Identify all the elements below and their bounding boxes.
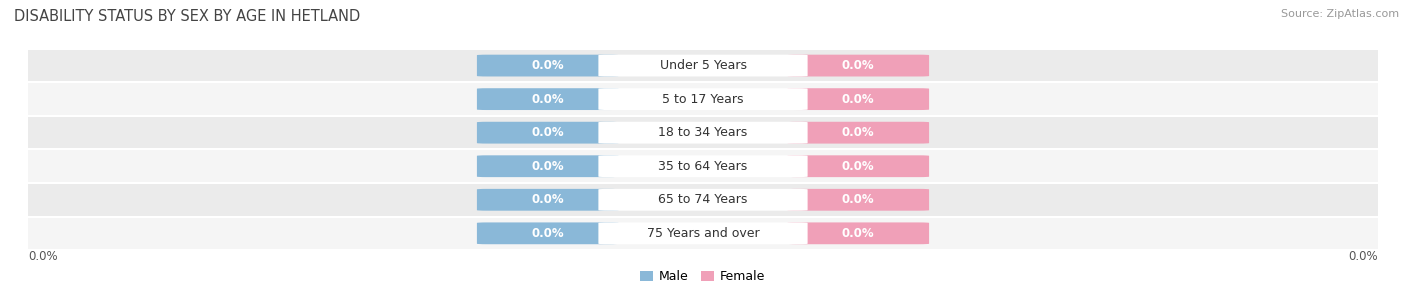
Text: 0.0%: 0.0% bbox=[531, 227, 564, 240]
FancyBboxPatch shape bbox=[599, 189, 807, 211]
FancyBboxPatch shape bbox=[599, 55, 807, 77]
FancyBboxPatch shape bbox=[477, 222, 619, 244]
Text: 0.0%: 0.0% bbox=[1348, 250, 1378, 263]
FancyBboxPatch shape bbox=[599, 155, 807, 177]
FancyBboxPatch shape bbox=[787, 88, 929, 110]
Text: 0.0%: 0.0% bbox=[842, 227, 875, 240]
FancyBboxPatch shape bbox=[477, 155, 619, 177]
FancyBboxPatch shape bbox=[599, 122, 807, 144]
Text: 0.0%: 0.0% bbox=[842, 160, 875, 173]
Text: 0.0%: 0.0% bbox=[842, 59, 875, 72]
FancyBboxPatch shape bbox=[477, 189, 619, 211]
Text: Under 5 Years: Under 5 Years bbox=[659, 59, 747, 72]
Bar bbox=[28, 183, 1378, 217]
Text: 65 to 74 Years: 65 to 74 Years bbox=[658, 193, 748, 206]
Text: 0.0%: 0.0% bbox=[531, 126, 564, 139]
Bar bbox=[28, 217, 1378, 250]
FancyBboxPatch shape bbox=[477, 122, 619, 144]
Text: 0.0%: 0.0% bbox=[28, 250, 58, 263]
Bar bbox=[28, 149, 1378, 183]
Text: 0.0%: 0.0% bbox=[842, 193, 875, 206]
FancyBboxPatch shape bbox=[787, 189, 929, 211]
Text: DISABILITY STATUS BY SEX BY AGE IN HETLAND: DISABILITY STATUS BY SEX BY AGE IN HETLA… bbox=[14, 9, 360, 24]
Bar bbox=[28, 82, 1378, 116]
Bar bbox=[28, 116, 1378, 149]
Text: 0.0%: 0.0% bbox=[842, 93, 875, 106]
Text: 0.0%: 0.0% bbox=[531, 59, 564, 72]
FancyBboxPatch shape bbox=[787, 55, 929, 77]
Legend: Male, Female: Male, Female bbox=[636, 265, 770, 288]
Text: 5 to 17 Years: 5 to 17 Years bbox=[662, 93, 744, 106]
Text: Source: ZipAtlas.com: Source: ZipAtlas.com bbox=[1281, 9, 1399, 19]
Text: 35 to 64 Years: 35 to 64 Years bbox=[658, 160, 748, 173]
FancyBboxPatch shape bbox=[787, 155, 929, 177]
Text: 75 Years and over: 75 Years and over bbox=[647, 227, 759, 240]
Bar bbox=[28, 49, 1378, 82]
Text: 18 to 34 Years: 18 to 34 Years bbox=[658, 126, 748, 139]
FancyBboxPatch shape bbox=[599, 222, 807, 244]
Text: 0.0%: 0.0% bbox=[842, 126, 875, 139]
Text: 0.0%: 0.0% bbox=[531, 193, 564, 206]
Text: 0.0%: 0.0% bbox=[531, 93, 564, 106]
FancyBboxPatch shape bbox=[599, 88, 807, 110]
Text: 0.0%: 0.0% bbox=[531, 160, 564, 173]
FancyBboxPatch shape bbox=[787, 222, 929, 244]
FancyBboxPatch shape bbox=[787, 122, 929, 144]
FancyBboxPatch shape bbox=[477, 88, 619, 110]
FancyBboxPatch shape bbox=[477, 55, 619, 77]
